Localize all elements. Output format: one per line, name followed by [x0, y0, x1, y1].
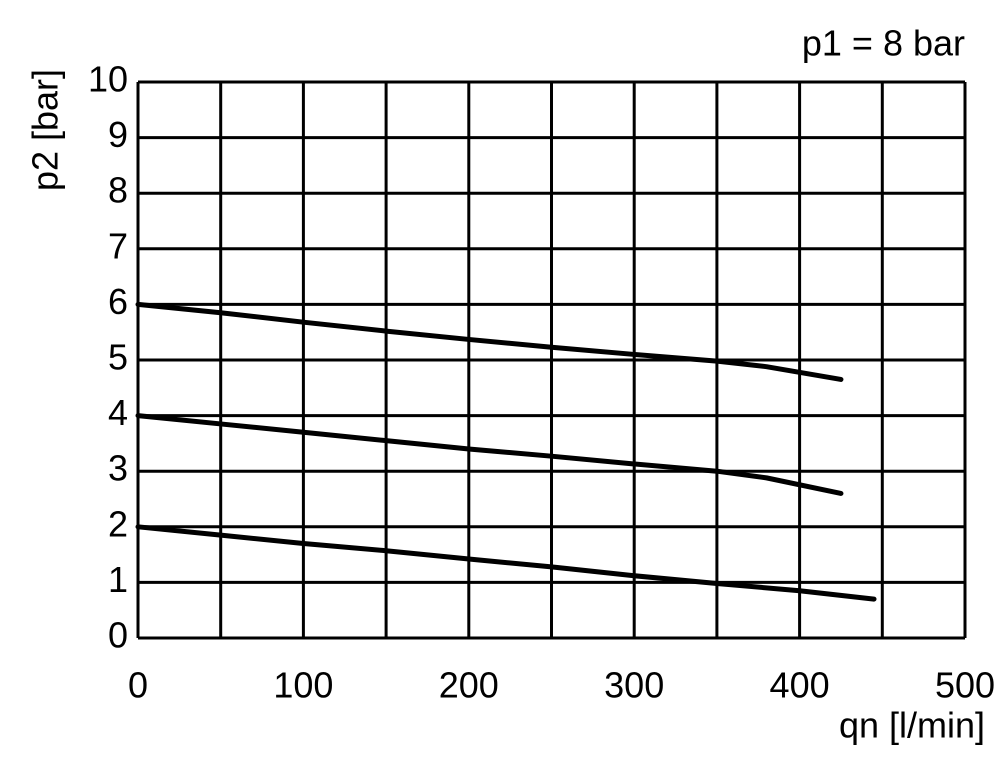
y-tick-label: 0	[108, 615, 128, 656]
x-axis-label: qn [l/min]	[839, 705, 985, 746]
y-tick-label: 8	[108, 170, 128, 211]
y-tick-label: 2	[108, 503, 128, 544]
x-tick-label: 200	[439, 665, 499, 706]
x-tick-label: 100	[273, 665, 333, 706]
y-tick-label: 4	[108, 392, 128, 433]
annotation: p1 = 8 bar	[802, 23, 965, 64]
x-tick-label: 0	[128, 665, 148, 706]
x-tick-label: 400	[770, 665, 830, 706]
data-line	[135, 301, 844, 382]
y-tick-label: 10	[88, 59, 128, 100]
y-tick-label: 1	[108, 559, 128, 600]
y-tick-label: 6	[108, 281, 128, 322]
y-tick-label: 3	[108, 448, 128, 489]
data-line	[135, 524, 877, 602]
x-tick-label: 300	[604, 665, 664, 706]
y-axis-label: p2 [bar]	[25, 69, 66, 191]
y-tick-label: 9	[108, 114, 128, 155]
y-tick-label: 5	[108, 337, 128, 378]
y-tick-label: 7	[108, 225, 128, 266]
data-line	[135, 413, 844, 496]
x-tick-label: 500	[935, 665, 995, 706]
